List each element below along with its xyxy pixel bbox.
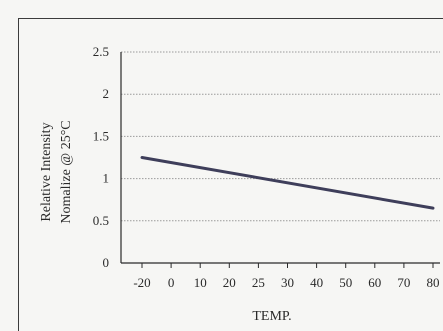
grid-layer xyxy=(121,51,440,222)
x-tick-label: 80 xyxy=(427,275,440,290)
x-tick-label: 30 xyxy=(281,275,294,290)
series-line-0 xyxy=(140,156,435,210)
ticks-layer: 0 0.5 1 1.5 2 2.5 -20 0 10 20 25 30 40 50 60 70 80 xyxy=(93,44,440,290)
y-tick-label: 0 xyxy=(103,255,110,270)
x-tick-label: 70 xyxy=(397,275,410,290)
chart-frame xyxy=(18,18,443,331)
x-tick-label: 10 xyxy=(194,275,207,290)
y-tick-label: 1 xyxy=(103,171,110,186)
x-tick-label: -20 xyxy=(133,275,150,290)
axes-layer xyxy=(120,52,440,264)
y-tick-label: 1.5 xyxy=(93,128,109,143)
x-tick-label: 20 xyxy=(223,275,236,290)
x-tick-label: 60 xyxy=(368,275,381,290)
y-tick-label: 0.5 xyxy=(93,213,109,228)
x-tick-label: 0 xyxy=(168,275,175,290)
y-tick-label: 2 xyxy=(103,86,110,101)
series-layer xyxy=(140,156,435,210)
y-axis-label-line2: Nomalize @ 25°C xyxy=(59,120,74,223)
y-axis-label-line1: Relative Intensity xyxy=(39,122,54,221)
y-tick-label: 2.5 xyxy=(93,44,109,59)
x-tick-label: 40 xyxy=(310,275,323,290)
x-tick-label: 50 xyxy=(339,275,352,290)
x-axis-label: TEMP. xyxy=(252,309,291,324)
x-tick-label: 25 xyxy=(252,275,265,290)
